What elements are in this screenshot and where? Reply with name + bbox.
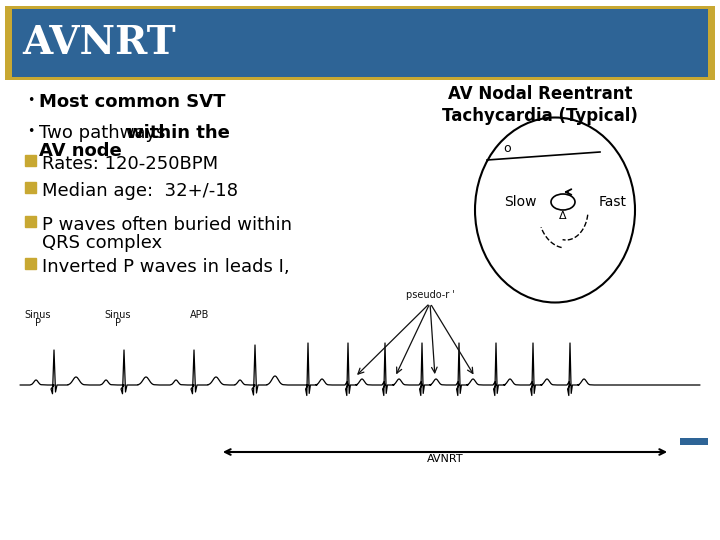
Text: APB: APB <box>190 310 210 320</box>
Bar <box>25 216 36 227</box>
Text: Fast: Fast <box>599 195 627 209</box>
Text: Slow: Slow <box>504 195 536 209</box>
FancyBboxPatch shape <box>5 6 715 80</box>
Text: pseudo-r ': pseudo-r ' <box>405 290 454 300</box>
Text: Rates: 120-250BPM: Rates: 120-250BPM <box>42 155 218 173</box>
Text: Sinus: Sinus <box>24 310 51 320</box>
Bar <box>680 438 708 445</box>
Text: AVNRT: AVNRT <box>22 24 176 62</box>
Text: P: P <box>115 318 121 328</box>
Text: within the: within the <box>127 124 230 142</box>
Text: Median age:  32+/-18: Median age: 32+/-18 <box>42 182 238 200</box>
Bar <box>25 182 36 193</box>
Text: AV Nodal Reentrant
Tachycardia (Typical): AV Nodal Reentrant Tachycardia (Typical) <box>442 85 638 125</box>
Text: P waves often buried within: P waves often buried within <box>42 216 292 234</box>
Bar <box>25 155 36 166</box>
Text: •: • <box>27 94 35 107</box>
Text: Sinus: Sinus <box>104 310 131 320</box>
Text: Inverted P waves in leads I,: Inverted P waves in leads I, <box>42 258 289 276</box>
Text: QRS complex: QRS complex <box>42 234 162 252</box>
Text: o: o <box>503 141 510 154</box>
Text: •: • <box>27 125 35 138</box>
Text: AV node: AV node <box>39 142 122 160</box>
Text: Δ: Δ <box>559 211 567 221</box>
Bar <box>25 258 36 269</box>
Text: P: P <box>35 318 41 328</box>
Text: Most common SVT: Most common SVT <box>39 93 225 111</box>
FancyBboxPatch shape <box>12 9 708 77</box>
Text: Two pathways: Two pathways <box>39 124 171 142</box>
Text: AVNRT: AVNRT <box>427 454 463 464</box>
